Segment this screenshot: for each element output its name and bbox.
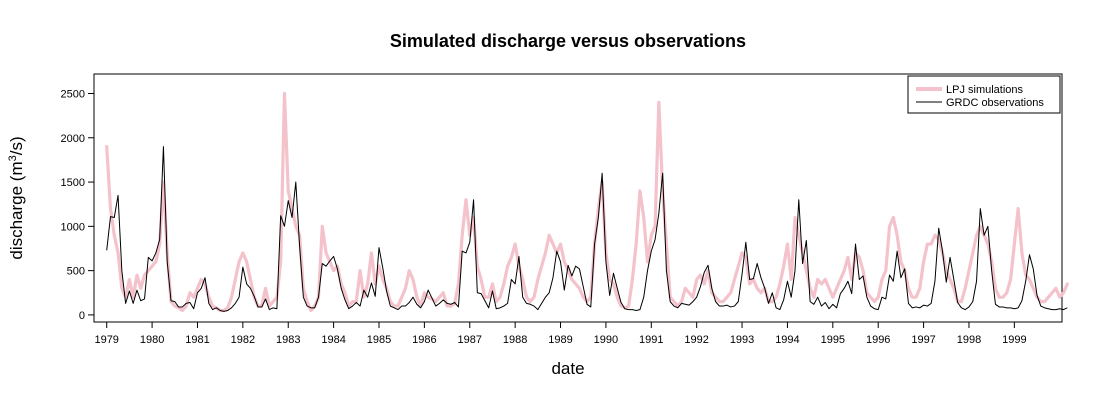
x-tick-label: 1983 <box>276 334 300 346</box>
legend: LPJ simulations GRDC observations <box>907 75 1061 114</box>
x-tick-label: 1995 <box>821 334 845 346</box>
x-tick-label: 1994 <box>775 334 799 346</box>
x-tick-label: 1984 <box>321 334 345 346</box>
legend-label-lpj: LPJ simulations <box>946 84 1024 96</box>
x-tick-label: 1996 <box>866 334 890 346</box>
x-tick-label: 1999 <box>1002 334 1026 346</box>
x-tick-label: 1986 <box>412 334 436 346</box>
legend-label-grdc: GRDC observations <box>946 97 1044 109</box>
x-tick-label: 1980 <box>140 334 164 346</box>
lpj-simulations-series <box>105 91 1069 313</box>
y-axis-label-main: discharge (m <box>7 161 26 259</box>
y-axis-label-superscript: 3 <box>7 155 19 161</box>
x-tick-label: 1992 <box>684 334 708 346</box>
y-tick-label: 2000 <box>61 133 85 145</box>
grdc-observations-series <box>106 146 1068 312</box>
y-tick-label: 500 <box>67 266 85 278</box>
x-tick-label: 1988 <box>503 334 527 346</box>
x-tick-label: 1998 <box>957 334 981 346</box>
y-axis-label: discharge (m3/s) <box>7 136 26 259</box>
x-tick-label: 1990 <box>594 334 618 346</box>
grdc-observations-line <box>106 146 1068 312</box>
x-tick-label: 1987 <box>458 334 482 346</box>
x-tick-label: 1979 <box>94 334 118 346</box>
y-axis: 0 500 1000 1500 2000 2500 <box>61 88 94 322</box>
legend-box <box>907 75 1061 114</box>
y-axis-label-unit: /s) <box>7 136 26 155</box>
x-tick-label: 1991 <box>639 334 663 346</box>
x-axis: 1979 1980 1981 1982 1983 1984 1985 1986 1987 1988… <box>94 322 1027 346</box>
y-tick-label: 1500 <box>61 177 85 189</box>
x-tick-label: 1985 <box>367 334 391 346</box>
x-tick-label: 1997 <box>911 334 935 346</box>
x-tick-label: 1981 <box>185 334 209 346</box>
y-tick-label: 2500 <box>61 88 85 100</box>
y-tick-label: 0 <box>79 310 85 322</box>
x-axis-label: date <box>551 359 584 378</box>
lpj-simulations-line <box>105 91 1069 313</box>
chart-title: Simulated discharge versus observations <box>390 31 746 51</box>
x-tick-label: 1982 <box>231 334 255 346</box>
plot-box <box>93 73 1063 323</box>
x-tick-label: 1993 <box>730 334 754 346</box>
x-tick-label: 1989 <box>548 334 572 346</box>
y-tick-label: 1000 <box>61 221 85 233</box>
